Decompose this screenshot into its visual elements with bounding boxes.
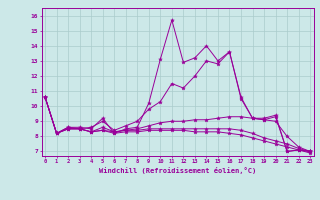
X-axis label: Windchill (Refroidissement éolien,°C): Windchill (Refroidissement éolien,°C) [99,167,256,174]
